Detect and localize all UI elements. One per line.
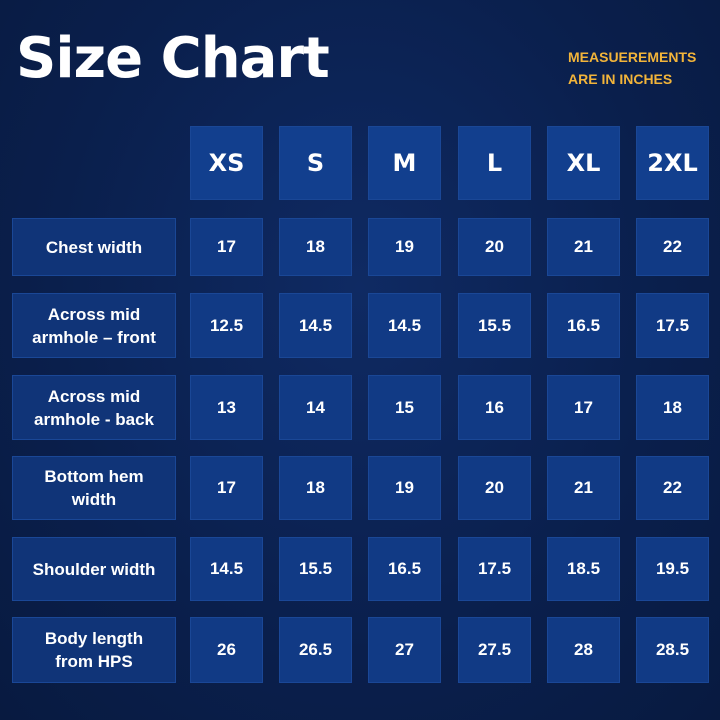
measurement: 15: [368, 375, 441, 440]
size-header: 2XL: [636, 126, 709, 200]
size-header: M: [368, 126, 441, 200]
row-label: Bottom hem width: [12, 456, 176, 520]
measurement: 14: [279, 375, 352, 440]
measurement: 19: [368, 456, 441, 520]
measurement: 16.5: [368, 537, 441, 601]
measurement: 19: [368, 218, 441, 276]
size-header: S: [279, 126, 352, 200]
row-label: Across mid armhole - back: [12, 375, 176, 440]
measurement: 27: [368, 617, 441, 683]
measurement: 22: [636, 218, 709, 276]
title: Size Chart: [16, 26, 330, 91]
measurement: 22: [636, 456, 709, 520]
measurement: 26: [190, 617, 263, 683]
measurement: 14.5: [190, 537, 263, 601]
row-label: Body length from HPS: [12, 617, 176, 683]
size-header: L: [458, 126, 531, 200]
measurement: 16.5: [547, 293, 620, 358]
measurement: 16: [458, 375, 531, 440]
measurement: 17.5: [458, 537, 531, 601]
measurement: 13: [190, 375, 263, 440]
measurement: 17: [190, 456, 263, 520]
measurement: 20: [458, 218, 531, 276]
measurement: 12.5: [190, 293, 263, 358]
measurement: 18.5: [547, 537, 620, 601]
measurement: 18: [279, 456, 352, 520]
units-note: MEASUEREMENTS ARE IN INCHES: [568, 49, 697, 87]
measurement: 18: [279, 218, 352, 276]
measurement: 26.5: [279, 617, 352, 683]
row-label: Across mid armhole – front: [12, 293, 176, 358]
size-header: XS: [190, 126, 263, 200]
measurement: 17.5: [636, 293, 709, 358]
measurement: 28.5: [636, 617, 709, 683]
row-label: Shoulder width: [12, 537, 176, 601]
measurement: 21: [547, 218, 620, 276]
measurement: 14.5: [279, 293, 352, 358]
measurement: 27.5: [458, 617, 531, 683]
measurement: 15.5: [279, 537, 352, 601]
measurement: 19.5: [636, 537, 709, 601]
measurement: 17: [547, 375, 620, 440]
measurement: 17: [190, 218, 263, 276]
measurement: 18: [636, 375, 709, 440]
measurement: 21: [547, 456, 620, 520]
measurement: 20: [458, 456, 531, 520]
measurement: 28: [547, 617, 620, 683]
measurement: 15.5: [458, 293, 531, 358]
size-header: XL: [547, 126, 620, 200]
measurement: 14.5: [368, 293, 441, 358]
row-label: Chest width: [12, 218, 176, 276]
